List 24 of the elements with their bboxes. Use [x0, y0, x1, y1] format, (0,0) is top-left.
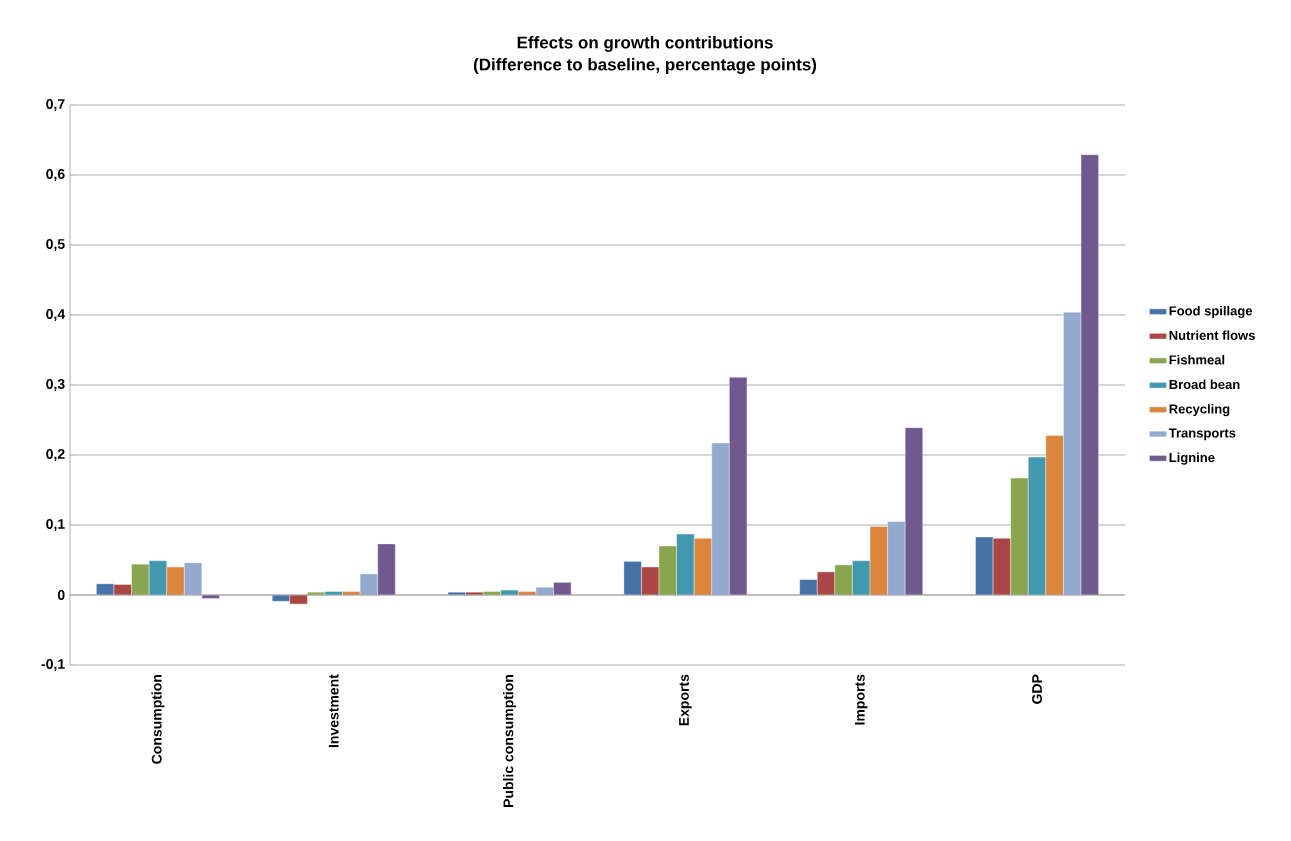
legend-label: Nutrient flows — [1169, 330, 1255, 340]
x-tick-label: Consumption — [151, 674, 165, 764]
legend-label: Transports — [1168, 428, 1236, 441]
y-tick-label: 0,5 — [46, 239, 65, 251]
legend-label: Fishmeal — [1169, 354, 1225, 365]
y-tick-label: 0,1 — [46, 519, 65, 531]
chart-title: Effects on growth contributions — [517, 36, 773, 52]
y-tick-label: 0,4 — [46, 309, 66, 321]
chart-subtitle: (Difference to baseline, percentage points) — [473, 58, 817, 74]
x-tick-label: Public consumption — [503, 674, 517, 807]
x-tick-label: Exports — [679, 674, 692, 726]
y-tick-label: 0 — [57, 590, 65, 600]
y-tick-label: -0,1 — [41, 659, 65, 671]
legend-label: Broad bean — [1169, 379, 1240, 390]
x-tick-label: Imports — [854, 674, 868, 725]
legend-label: Recycling — [1169, 403, 1230, 417]
y-tick-label: 0,6 — [46, 169, 65, 181]
legend-label: Food spillage — [1169, 305, 1253, 319]
x-tick-label: GDP — [1032, 674, 1043, 704]
y-tick-label: 0,7 — [46, 99, 65, 111]
legend-label: Lignine — [1169, 452, 1215, 465]
x-tick-label: Investment — [328, 674, 339, 748]
y-tick-label: 0,2 — [46, 449, 65, 461]
y-tick-label: 0,3 — [46, 379, 65, 391]
